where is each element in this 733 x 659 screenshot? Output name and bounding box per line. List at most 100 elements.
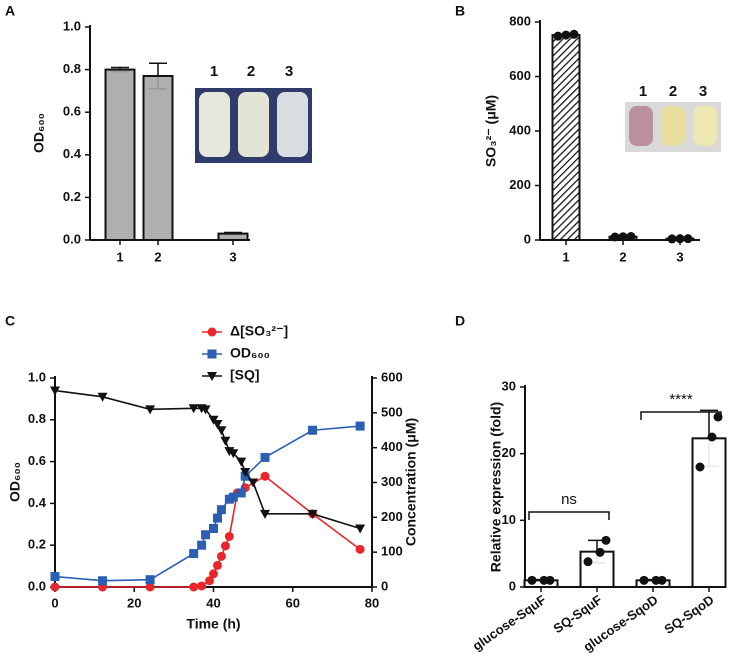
inset-label: 1 [210,63,218,80]
legend-label: Δ[SO₃²⁻] [230,323,288,339]
x-tick-label: SQ-SqoD [661,592,716,637]
marker [97,392,108,402]
marker [355,421,365,431]
y-tick-label: 0.4 [28,495,47,510]
data-point [695,462,705,472]
panel-letter: C [5,313,15,329]
data-point [553,31,563,41]
marker [260,452,270,462]
panel-letter: D [455,313,465,329]
data-point [707,432,717,442]
marker [355,544,365,554]
significance-label: ns [561,491,577,508]
y-tick-label: 0.2 [28,537,46,552]
data-point [626,231,636,241]
marker [216,505,226,515]
marker [216,426,227,436]
marker [212,419,223,429]
legend-label: OD₆₀₀ [230,345,270,361]
data-point [527,575,537,585]
x-tick-label: 80 [365,595,379,610]
bar [579,550,615,589]
panel-letter: A [5,3,15,19]
marker [189,549,199,559]
y-tick-label: 20 [502,445,516,460]
bar [142,74,174,241]
inset-label: 1 [639,83,647,100]
y-axis-label: SO₃²⁻ (μM) [483,95,499,167]
marker [248,478,259,488]
marker [201,530,211,540]
marker [197,581,207,591]
y-tick-label: 1.0 [63,18,81,33]
inset-label: 2 [247,63,255,80]
x-tick-label: 60 [286,595,300,610]
marker [212,513,222,523]
inset-label: 3 [285,63,293,80]
y-tick-label: 400 [509,122,531,137]
data-point [610,232,620,242]
marker [228,492,238,502]
y-axis-label: OD₆₀₀ [31,113,47,153]
data-point [583,557,593,567]
y-tick-label: 0 [524,231,531,246]
y-tick-label: 0.4 [63,146,82,161]
y-tick-label: 0.8 [63,61,81,76]
marker [220,436,231,446]
x-tick-label: SQ-SquF [551,592,605,636]
inset-tube [277,92,308,157]
y-tick-label: 0.8 [28,411,46,426]
data-point [675,234,685,244]
marker [209,523,218,533]
y-tick-label: 30 [502,378,516,393]
marker [355,524,366,534]
data-point [545,575,555,585]
marker [307,509,318,519]
marker [236,488,246,498]
data-point [595,547,605,557]
x-tick-label: 3 [229,249,236,264]
data-point [618,232,628,242]
marker [188,404,199,414]
marker [145,575,155,585]
marker [50,386,60,396]
y-axis-label: Relative expression (fold) [488,402,504,572]
x-tick-label: 2 [154,249,161,264]
x-tick-label: glucose-SquF [470,592,549,654]
y-tick-label: 100 [381,544,403,559]
data-point [569,29,579,39]
x-tick-label: 1 [562,249,569,264]
marker [209,569,218,579]
marker [145,405,156,415]
marker [200,405,211,415]
x-axis-label: Time (h) [186,616,240,632]
significance-bracket [640,411,722,420]
data-point [667,234,677,244]
data-point [601,535,611,545]
inset-tube [693,106,717,146]
inset-label: 3 [699,83,707,100]
y-tick-label: 0 [509,578,516,593]
marker [189,582,199,592]
y2-axis-label: Concentration (μM) [403,418,419,546]
y-tick-label: 800 [509,13,531,28]
y-tick-label: 10 [502,512,516,527]
y-tick-label: 0.2 [63,189,81,204]
marker [98,576,108,586]
inset-tube [199,92,230,157]
marker [220,541,230,551]
marker [240,468,251,478]
inset-tube [661,106,685,146]
inset-label: 2 [669,83,677,100]
bar [691,437,727,589]
marker [260,509,271,519]
y-tick-label: 200 [381,509,403,524]
marker [236,457,247,467]
legend-label: [SQ] [230,367,260,383]
data-point [683,234,693,244]
x-tick-label: 2 [619,249,626,264]
y-tick-label: 0.6 [63,104,81,119]
panel-letter: B [455,3,465,19]
bar [551,34,581,241]
